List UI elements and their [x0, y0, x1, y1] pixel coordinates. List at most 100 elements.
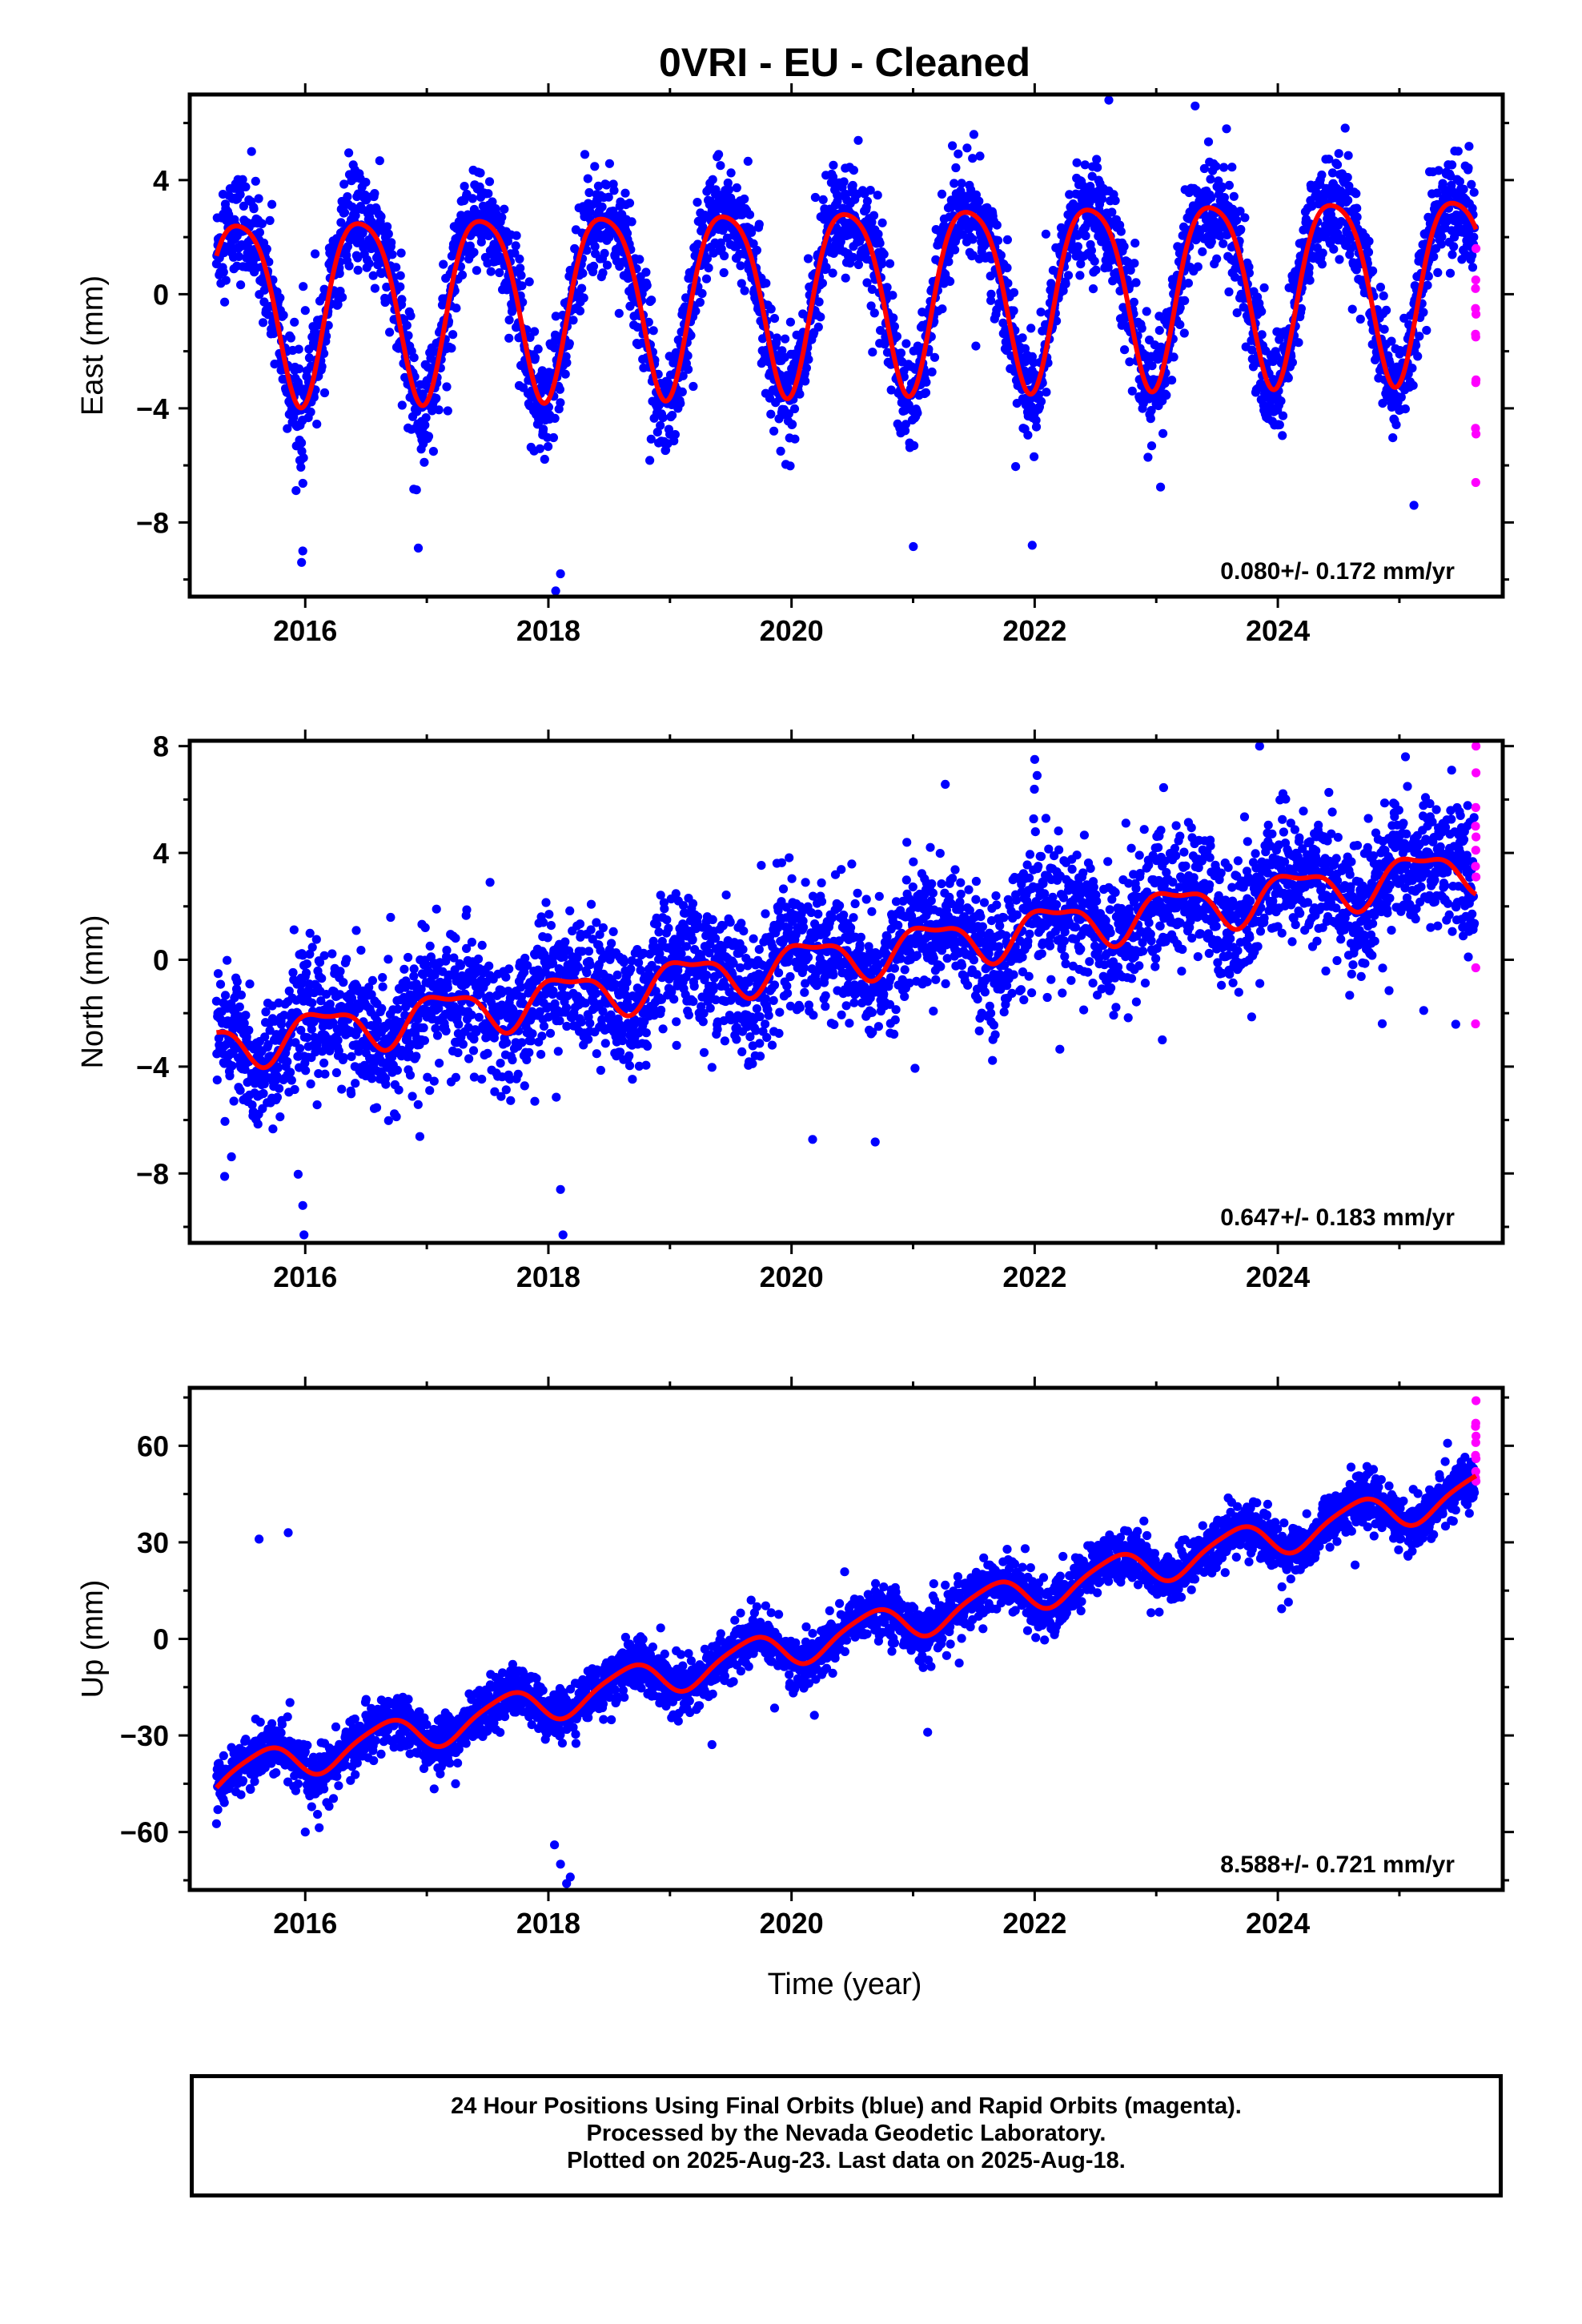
data-point: [1058, 286, 1068, 296]
plot-area: [211, 742, 1481, 1240]
data-point: [600, 1039, 610, 1048]
data-point: [1247, 345, 1257, 355]
data-point: [1011, 462, 1021, 472]
data-point: [1464, 142, 1474, 151]
data-point: [776, 446, 785, 456]
data-point: [273, 1063, 283, 1073]
data-point: [220, 991, 231, 1000]
data-point: [602, 260, 612, 270]
data-point: [225, 1071, 235, 1080]
data-point: [473, 954, 484, 964]
data-point: [337, 1084, 347, 1094]
data-point: [477, 940, 487, 950]
rapid-point: [1471, 329, 1480, 339]
data-point: [370, 283, 379, 293]
data-point: [305, 928, 315, 938]
data-point: [817, 279, 827, 288]
data-point: [1449, 242, 1459, 251]
data-point: [1352, 212, 1362, 222]
data-point: [921, 377, 931, 387]
data-point: [516, 271, 526, 280]
data-point: [381, 1080, 391, 1089]
data-point: [740, 194, 749, 204]
data-point: [1110, 195, 1120, 206]
data-point: [358, 228, 367, 238]
data-point: [530, 353, 540, 363]
data-point: [524, 277, 534, 287]
data-point: [1086, 246, 1096, 255]
data-point: [1224, 287, 1234, 297]
data-point: [785, 317, 796, 327]
data-point-outlier: [297, 557, 307, 567]
data-point: [501, 972, 511, 982]
data-point: [1379, 291, 1388, 301]
data-point: [607, 939, 616, 948]
data-point: [1041, 229, 1050, 239]
data-point: [296, 462, 306, 472]
data-point: [1203, 137, 1214, 147]
data-point: [597, 202, 607, 211]
data-point: [869, 308, 879, 318]
data-point: [1400, 404, 1410, 414]
data-point: [828, 268, 837, 278]
data-point-outlier: [1409, 501, 1419, 510]
data-point: [1211, 162, 1221, 171]
data-point: [356, 946, 366, 955]
data-point: [441, 1026, 451, 1035]
data-point: [1125, 357, 1134, 367]
data-point: [1387, 336, 1396, 346]
data-point: [220, 1116, 230, 1126]
data-point: [1131, 278, 1141, 287]
data-point: [539, 1021, 549, 1031]
data-point: [539, 918, 548, 927]
data-point: [752, 245, 762, 255]
y-tick-label: −8: [136, 506, 169, 539]
data-point: [294, 380, 303, 389]
data-point: [420, 457, 429, 467]
data-point: [428, 447, 439, 456]
data-point: [1343, 172, 1352, 183]
data-point: [474, 1012, 484, 1022]
data-point: [244, 1025, 254, 1035]
data-point: [1180, 296, 1190, 305]
data-point: [1090, 256, 1099, 266]
data-point: [537, 1031, 547, 1041]
data-point: [804, 355, 813, 364]
data-point: [333, 1035, 343, 1045]
data-point: [295, 1043, 305, 1053]
data-point: [1232, 215, 1242, 225]
data-point: [1259, 283, 1269, 292]
data-point: [944, 257, 954, 267]
data-point: [344, 261, 354, 271]
data-point: [385, 328, 395, 337]
data-point: [544, 910, 554, 919]
data-point: [1002, 235, 1012, 244]
data-point: [469, 247, 479, 257]
data-point: [724, 185, 734, 195]
data-point: [693, 239, 703, 249]
data-point: [862, 278, 872, 287]
plot-frame: [187, 92, 1505, 599]
data-point: [886, 385, 896, 395]
data-point: [813, 322, 823, 332]
data-point: [267, 199, 277, 209]
data-point: [927, 367, 937, 377]
data-point: [500, 204, 509, 214]
data-point: [777, 346, 787, 356]
data-point: [1332, 160, 1343, 170]
data-point: [740, 286, 749, 296]
data-point: [879, 249, 889, 259]
data-point: [561, 1003, 572, 1012]
data-point: [464, 1054, 474, 1063]
data-point-outlier: [298, 546, 307, 556]
data-point: [790, 434, 800, 444]
data-point: [496, 1059, 505, 1068]
data-point: [1294, 338, 1303, 348]
data-point: [888, 291, 897, 300]
x-tick-label: 2016: [273, 614, 337, 647]
data-point: [1206, 175, 1215, 184]
data-point: [783, 383, 793, 392]
data-point: [247, 147, 256, 156]
data-point: [212, 1076, 222, 1085]
data-point: [596, 1065, 606, 1076]
